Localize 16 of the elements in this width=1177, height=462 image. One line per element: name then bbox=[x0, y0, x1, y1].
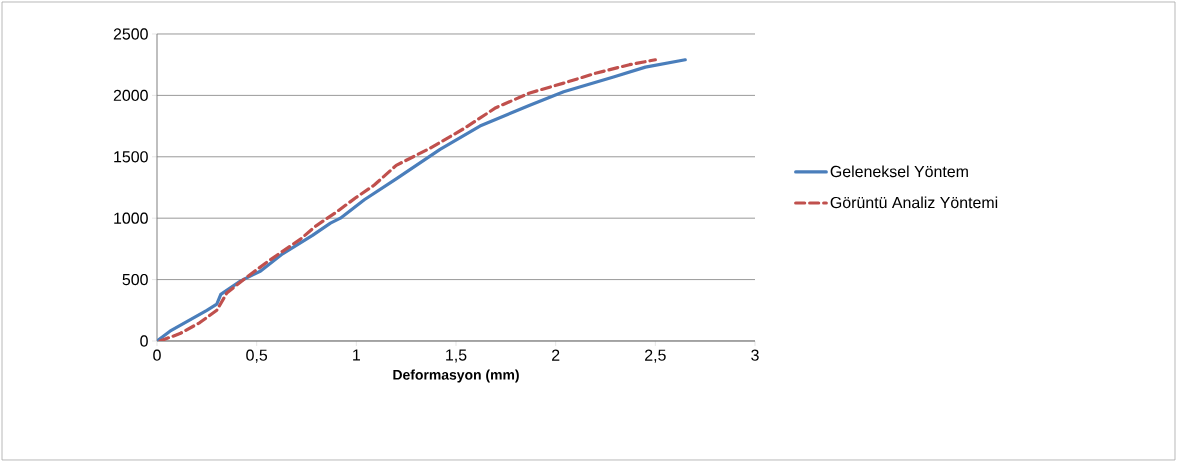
y-tick-label: 500 bbox=[122, 273, 148, 286]
x-tick-label: 0,5 bbox=[246, 349, 268, 363]
x-axis-title: Deformasyon (mm) bbox=[393, 369, 519, 383]
x-tick-label: 2,5 bbox=[645, 349, 666, 363]
legend-label: Geleneksel Yöntem bbox=[830, 165, 968, 178]
x-tick-label: 2 bbox=[552, 349, 560, 361]
x-tick-label: 0 bbox=[153, 349, 161, 361]
y-tick-label: 2000 bbox=[113, 89, 148, 102]
legend-label: Görüntü Analiz Yöntemi bbox=[830, 196, 998, 209]
x-tick-label: 1,5 bbox=[446, 349, 467, 363]
y-tick-label: 0 bbox=[140, 335, 148, 347]
y-tick-label: 1000 bbox=[114, 212, 148, 224]
y-tick-label: 1500 bbox=[114, 151, 148, 163]
x-tick-label: 1 bbox=[353, 349, 360, 361]
y-tick-label: 2500 bbox=[113, 28, 148, 40]
x-tick-label: 3 bbox=[751, 349, 759, 361]
